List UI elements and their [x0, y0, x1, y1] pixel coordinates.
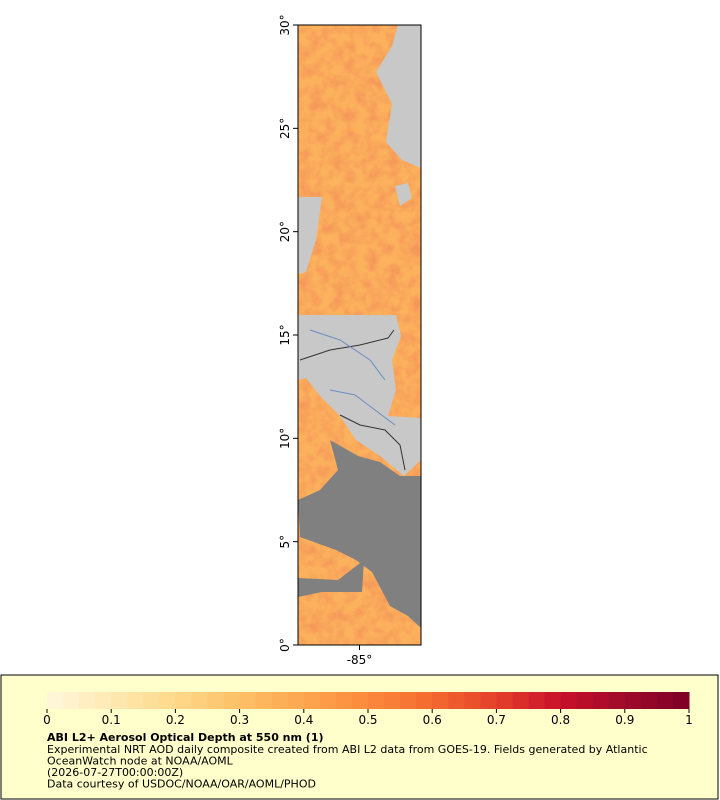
legend-title: ABI L2+ Aerosol Optical Depth at 550 nm …: [47, 731, 324, 744]
colorbar-swatch: [223, 692, 241, 709]
lat-tick-label: 10°: [278, 428, 292, 449]
colorbar-tick-label: 0.9: [615, 713, 634, 727]
map-image: [298, 25, 421, 645]
colorbar-tick-label: 0: [43, 713, 51, 727]
legend-line: Experimental NRT AOD daily composite cre…: [47, 743, 648, 756]
colorbar-tick-label: 0.7: [487, 713, 506, 727]
colorbar-swatch: [175, 692, 192, 709]
lat-tick-label: 5°: [278, 535, 292, 549]
colorbar-swatch: [111, 692, 128, 709]
colorbar-swatch: [79, 692, 96, 709]
colorbar-swatch: [95, 692, 112, 709]
colorbar-swatch: [319, 692, 337, 709]
colorbar-swatch: [656, 692, 674, 709]
colorbar-swatch: [63, 692, 80, 709]
colorbar-tick-label: 0.3: [230, 713, 249, 727]
colorbar-tick-label: 0.2: [166, 713, 185, 727]
lat-tick-label: 25°: [278, 118, 292, 139]
colorbar-tick-label: 0.6: [423, 713, 442, 727]
lat-tick-label: 15°: [278, 324, 292, 345]
colorbar-tick-label: 0.5: [358, 713, 377, 727]
colorbar-swatch: [159, 692, 176, 709]
colorbar-tick-label: 0.4: [294, 713, 313, 727]
lat-tick-label: 0°: [278, 638, 292, 652]
colorbar-swatch: [480, 692, 497, 709]
colorbar-swatch: [303, 692, 321, 709]
colorbar-swatch: [127, 692, 144, 709]
colorbar-swatch: [432, 692, 449, 709]
colorbar-swatch: [560, 692, 578, 709]
colorbar-swatch: [191, 692, 208, 709]
colorbar-swatch: [624, 692, 642, 709]
colorbar-swatch: [672, 692, 690, 709]
colorbar-swatch: [351, 692, 369, 709]
colorbar-swatch: [592, 692, 610, 709]
colorbar-swatch: [287, 692, 305, 709]
colorbar-tick-label: 1: [685, 713, 693, 727]
colorbar-swatch: [448, 692, 465, 709]
colorbar-swatch: [47, 692, 64, 709]
colorbar-swatch: [464, 692, 481, 709]
colorbar-tick-label: 0.8: [551, 713, 570, 727]
legend-line: OceanWatch node at NOAA/AOML: [47, 755, 234, 768]
colorbar-swatch: [255, 692, 273, 709]
colorbar-swatch: [544, 692, 562, 709]
colorbar-swatch: [576, 692, 594, 709]
colorbar-swatch: [143, 692, 160, 709]
colorbar-swatch: [528, 692, 546, 709]
colorbar-swatch: [368, 692, 385, 709]
colorbar-swatch: [608, 692, 626, 709]
colorbar-swatch: [512, 692, 529, 709]
colorbar-tick-label: 0.1: [102, 713, 121, 727]
colorbar-swatch: [384, 692, 401, 709]
colorbar-swatch: [207, 692, 225, 709]
colorbar-swatch: [239, 692, 257, 709]
colorbar-swatch: [271, 692, 289, 709]
colorbar-swatch: [400, 692, 417, 709]
colorbar-swatch: [640, 692, 658, 709]
colorbar-swatch: [496, 692, 513, 709]
lat-tick-label: 30°: [278, 14, 292, 35]
legend-line: Data courtesy of USDOC/NOAA/OAR/AOML/PHO…: [47, 778, 316, 791]
lat-tick-label: 20°: [278, 221, 292, 242]
legend-line: (2026-07-27T00:00:00Z): [47, 766, 183, 779]
colorbar-swatch: [335, 692, 353, 709]
colorbar-swatch: [416, 692, 433, 709]
lon-tick-label: -85°: [347, 653, 373, 667]
